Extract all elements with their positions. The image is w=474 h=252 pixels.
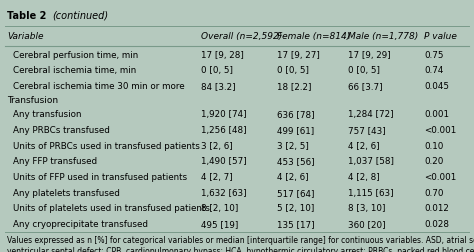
Text: 1,037 [58]: 1,037 [58] [348,157,394,166]
Text: 84 [3.2]: 84 [3.2] [201,82,236,91]
Text: Male (n=1,778): Male (n=1,778) [348,32,419,41]
Text: 4 [2, 8]: 4 [2, 8] [348,172,380,181]
Text: 0 [0, 5]: 0 [0, 5] [277,66,310,75]
Text: Transfusion: Transfusion [7,96,58,105]
Text: 1,284 [72]: 1,284 [72] [348,110,394,119]
Text: <0.001: <0.001 [424,125,456,135]
Text: 453 [56]: 453 [56] [277,157,315,166]
Text: 1,920 [74]: 1,920 [74] [201,110,247,119]
Text: 499 [61]: 499 [61] [277,125,315,135]
Text: Units of platelets used in transfused patients: Units of platelets used in transfused pa… [13,204,210,213]
Text: 636 [78]: 636 [78] [277,110,315,119]
Text: 0.70: 0.70 [424,188,444,197]
Text: Any PRBCs transfused: Any PRBCs transfused [13,125,110,135]
Text: Units of FFP used in transfused patients: Units of FFP used in transfused patients [13,172,187,181]
Text: Any platelets transfused: Any platelets transfused [13,188,120,197]
Text: Table 2: Table 2 [7,11,50,21]
Text: Values expressed as n [%] for categorical variables or median [interquartile ran: Values expressed as n [%] for categorica… [7,235,474,252]
Text: Female (n=814): Female (n=814) [277,32,351,41]
Text: Overall (n=2,592): Overall (n=2,592) [201,32,283,41]
Text: 1,256 [48]: 1,256 [48] [201,125,247,135]
Text: 1,115 [63]: 1,115 [63] [348,188,394,197]
Text: Units of PRBCs used in transfused patients: Units of PRBCs used in transfused patien… [13,141,200,150]
Text: 8 [3, 10]: 8 [3, 10] [348,204,386,213]
Text: 3 [2, 5]: 3 [2, 5] [277,141,309,150]
Text: 4 [2, 6]: 4 [2, 6] [277,172,309,181]
Text: 17 [9, 29]: 17 [9, 29] [348,50,391,59]
Text: 0.045: 0.045 [424,82,449,91]
Text: 135 [17]: 135 [17] [277,219,315,228]
Text: 3 [2, 6]: 3 [2, 6] [201,141,233,150]
Text: Cerebral ischemia time, min: Cerebral ischemia time, min [13,66,137,75]
Text: 517 [64]: 517 [64] [277,188,315,197]
Text: Any FFP transfused: Any FFP transfused [13,157,97,166]
Text: 18 [2.2]: 18 [2.2] [277,82,312,91]
Text: 360 [20]: 360 [20] [348,219,386,228]
Text: 0.75: 0.75 [424,50,444,59]
Text: 66 [3.7]: 66 [3.7] [348,82,383,91]
Text: 0.10: 0.10 [424,141,444,150]
Text: 17 [9, 28]: 17 [9, 28] [201,50,244,59]
Text: 1,632 [63]: 1,632 [63] [201,188,247,197]
Text: 5 [2, 10]: 5 [2, 10] [277,204,315,213]
Text: Any transfusion: Any transfusion [13,110,82,119]
Text: Cerebral ischemia time 30 min or more: Cerebral ischemia time 30 min or more [13,82,185,91]
Text: 0.74: 0.74 [424,66,444,75]
Text: 0.012: 0.012 [424,204,449,213]
Text: (continued): (continued) [52,11,108,21]
Text: 757 [43]: 757 [43] [348,125,386,135]
Text: Any cryoprecipitate transfused: Any cryoprecipitate transfused [13,219,148,228]
Text: 1,490 [57]: 1,490 [57] [201,157,247,166]
Text: 0.20: 0.20 [424,157,444,166]
Text: P value: P value [424,32,457,41]
Text: <0.001: <0.001 [424,172,456,181]
Text: 0.001: 0.001 [424,110,449,119]
Text: 4 [2, 6]: 4 [2, 6] [348,141,380,150]
Text: 0.028: 0.028 [424,219,449,228]
Text: 17 [9, 27]: 17 [9, 27] [277,50,320,59]
Text: 0 [0, 5]: 0 [0, 5] [201,66,234,75]
Text: Variable: Variable [7,32,44,41]
Text: 0 [0, 5]: 0 [0, 5] [348,66,381,75]
Text: Cerebral perfusion time, min: Cerebral perfusion time, min [13,50,138,59]
Text: 495 [19]: 495 [19] [201,219,239,228]
Text: 8 [2, 10]: 8 [2, 10] [201,204,239,213]
Text: 4 [2, 7]: 4 [2, 7] [201,172,233,181]
